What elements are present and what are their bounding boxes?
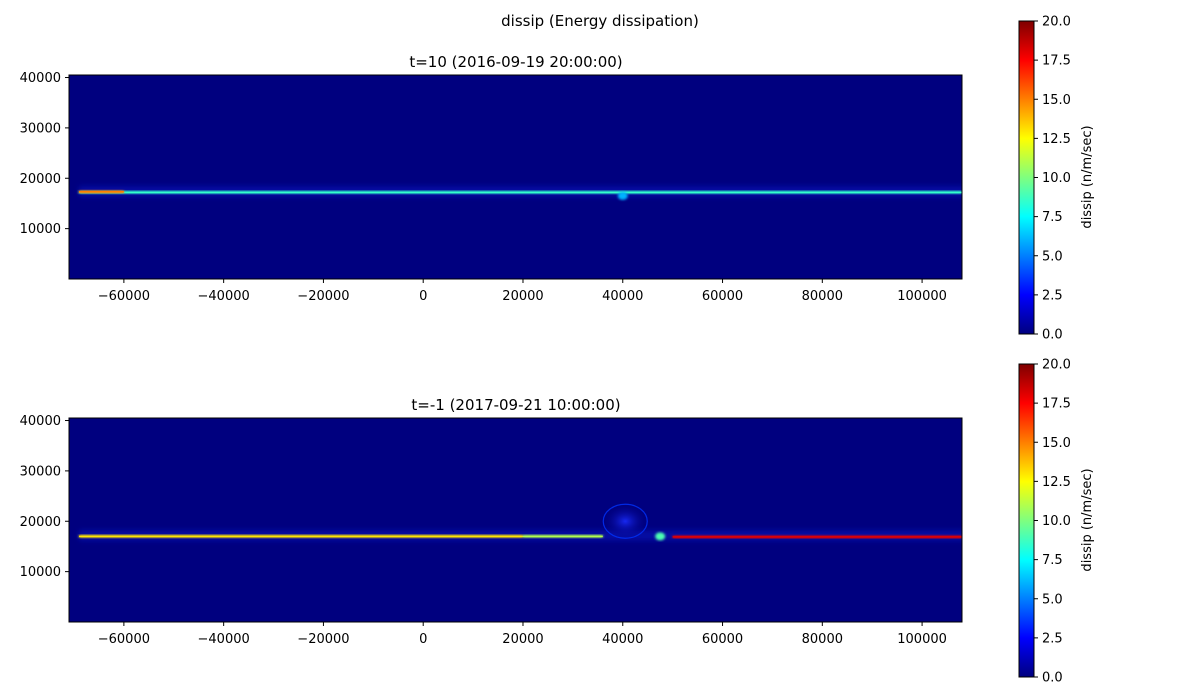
y-tick-label: 40000 — [20, 71, 61, 86]
x-tick-label: 40000 — [602, 289, 643, 304]
panel-title-top: t=10 (2016-09-19 20:00:00) — [409, 53, 622, 71]
x-tick-label: 20000 — [502, 632, 543, 647]
colorbar-tick-label: 12.5 — [1042, 132, 1071, 147]
y-axis-top: 10000 20000 30000 40000 — [20, 71, 69, 237]
x-tick-label: 60000 — [702, 289, 743, 304]
x-tick-label: 40000 — [602, 632, 643, 647]
plot-area-bottom — [68, 417, 963, 623]
x-tick-label: −20000 — [297, 632, 349, 647]
y-tick-label: 10000 — [20, 222, 61, 237]
dissipation-spot — [655, 532, 666, 541]
colorbar-tick-label: 0.0 — [1042, 671, 1063, 686]
colorbar-tick-label: 7.5 — [1042, 553, 1063, 568]
x-axis-bottom: −60000 −40000 −20000 0 20000 40000 60000 80000 1… — [98, 622, 947, 647]
x-tick-label: 100000 — [897, 289, 947, 304]
colorbar-bottom: dissip (n/m/sec) 0.0 2.5 5.0 7.5 10.0 12.5 15.… — [1018, 358, 1095, 686]
x-tick-label: 60000 — [702, 632, 743, 647]
colorbar-gradient — [1018, 20, 1035, 335]
x-tick-label: −60000 — [98, 289, 150, 304]
heatmap-panel-top: t=10 (2016-09-19 20:00:00) −60000 −40000−… — [20, 53, 963, 304]
colorbar-tick-label: 17.5 — [1042, 54, 1071, 69]
y-tick-label: 20000 — [20, 172, 61, 187]
y-axis-bottom: 10000 20000 30000 40000 — [20, 414, 69, 580]
colorbar-tick-label: 20.0 — [1042, 358, 1071, 373]
x-tick-label: 80000 — [802, 289, 843, 304]
colorbar-tick-label: 17.5 — [1042, 397, 1071, 412]
x-tick-label: 80000 — [802, 632, 843, 647]
dissipation-spot — [617, 191, 628, 200]
colorbar-tick-label: 7.5 — [1042, 210, 1063, 225]
colorbar-tick-label: 2.5 — [1042, 288, 1063, 303]
y-tick-label: 30000 — [20, 121, 61, 136]
x-tick-label: −60000 — [98, 632, 150, 647]
colorbar-tick-label: 20.0 — [1042, 15, 1071, 30]
colorbar-tick-label: 10.0 — [1042, 171, 1071, 186]
panel-title-bottom: t=-1 (2017-09-21 10:00:00) — [411, 396, 620, 414]
colorbar-label-bottom: dissip (n/m/sec) — [1080, 468, 1095, 571]
heatmap-background — [69, 418, 962, 622]
heatmap-background — [69, 75, 962, 279]
figure-suptitle: dissip (Energy dissipation) — [501, 12, 699, 30]
colorbar-tick-label: 2.5 — [1042, 631, 1063, 646]
colorbar-tick-label: 0.0 — [1042, 328, 1063, 343]
colorbar-tick-label: 5.0 — [1042, 249, 1063, 264]
x-tick-label: 0 — [419, 632, 427, 647]
y-tick-label: 20000 — [20, 515, 61, 530]
x-tick-label: 100000 — [897, 632, 947, 647]
colorbar-tick-label: 12.5 — [1042, 475, 1071, 490]
colorbar-tick-label: 15.0 — [1042, 436, 1071, 451]
x-tick-label: −40000 — [198, 289, 250, 304]
x-tick-label: −40000 — [198, 632, 250, 647]
x-axis-top: −60000 −40000 −20000 0 20000 40000 60000 80000 1… — [98, 279, 947, 304]
plot-frame — [68, 74, 963, 280]
x-tick-label: −20000 — [297, 289, 349, 304]
colorbar-tick-label: 5.0 — [1042, 592, 1063, 607]
colorbar-top: dissip (n/m/sec) 0.0 2.5 5.0 7.5 10.0 12.5 15.… — [1018, 15, 1095, 343]
dissipation-bulge — [602, 503, 648, 539]
colorbar-tick-label: 10.0 — [1042, 514, 1071, 529]
colorbar-gradient — [1018, 363, 1035, 678]
plot-frame — [68, 417, 963, 623]
y-tick-label: 30000 — [20, 464, 61, 479]
x-tick-label: 20000 — [502, 289, 543, 304]
colorbar-label-top: dissip (n/m/sec) — [1080, 125, 1095, 228]
heatmap-panel-bottom: t=-1 (2017-09-21 10:00:00) −60000 −40000−… — [20, 396, 963, 647]
y-tick-label: 10000 — [20, 565, 61, 580]
colorbar-tick-label: 15.0 — [1042, 93, 1071, 108]
y-tick-label: 40000 — [20, 414, 61, 429]
x-tick-label: 0 — [419, 289, 427, 304]
plot-area-top — [68, 74, 963, 280]
